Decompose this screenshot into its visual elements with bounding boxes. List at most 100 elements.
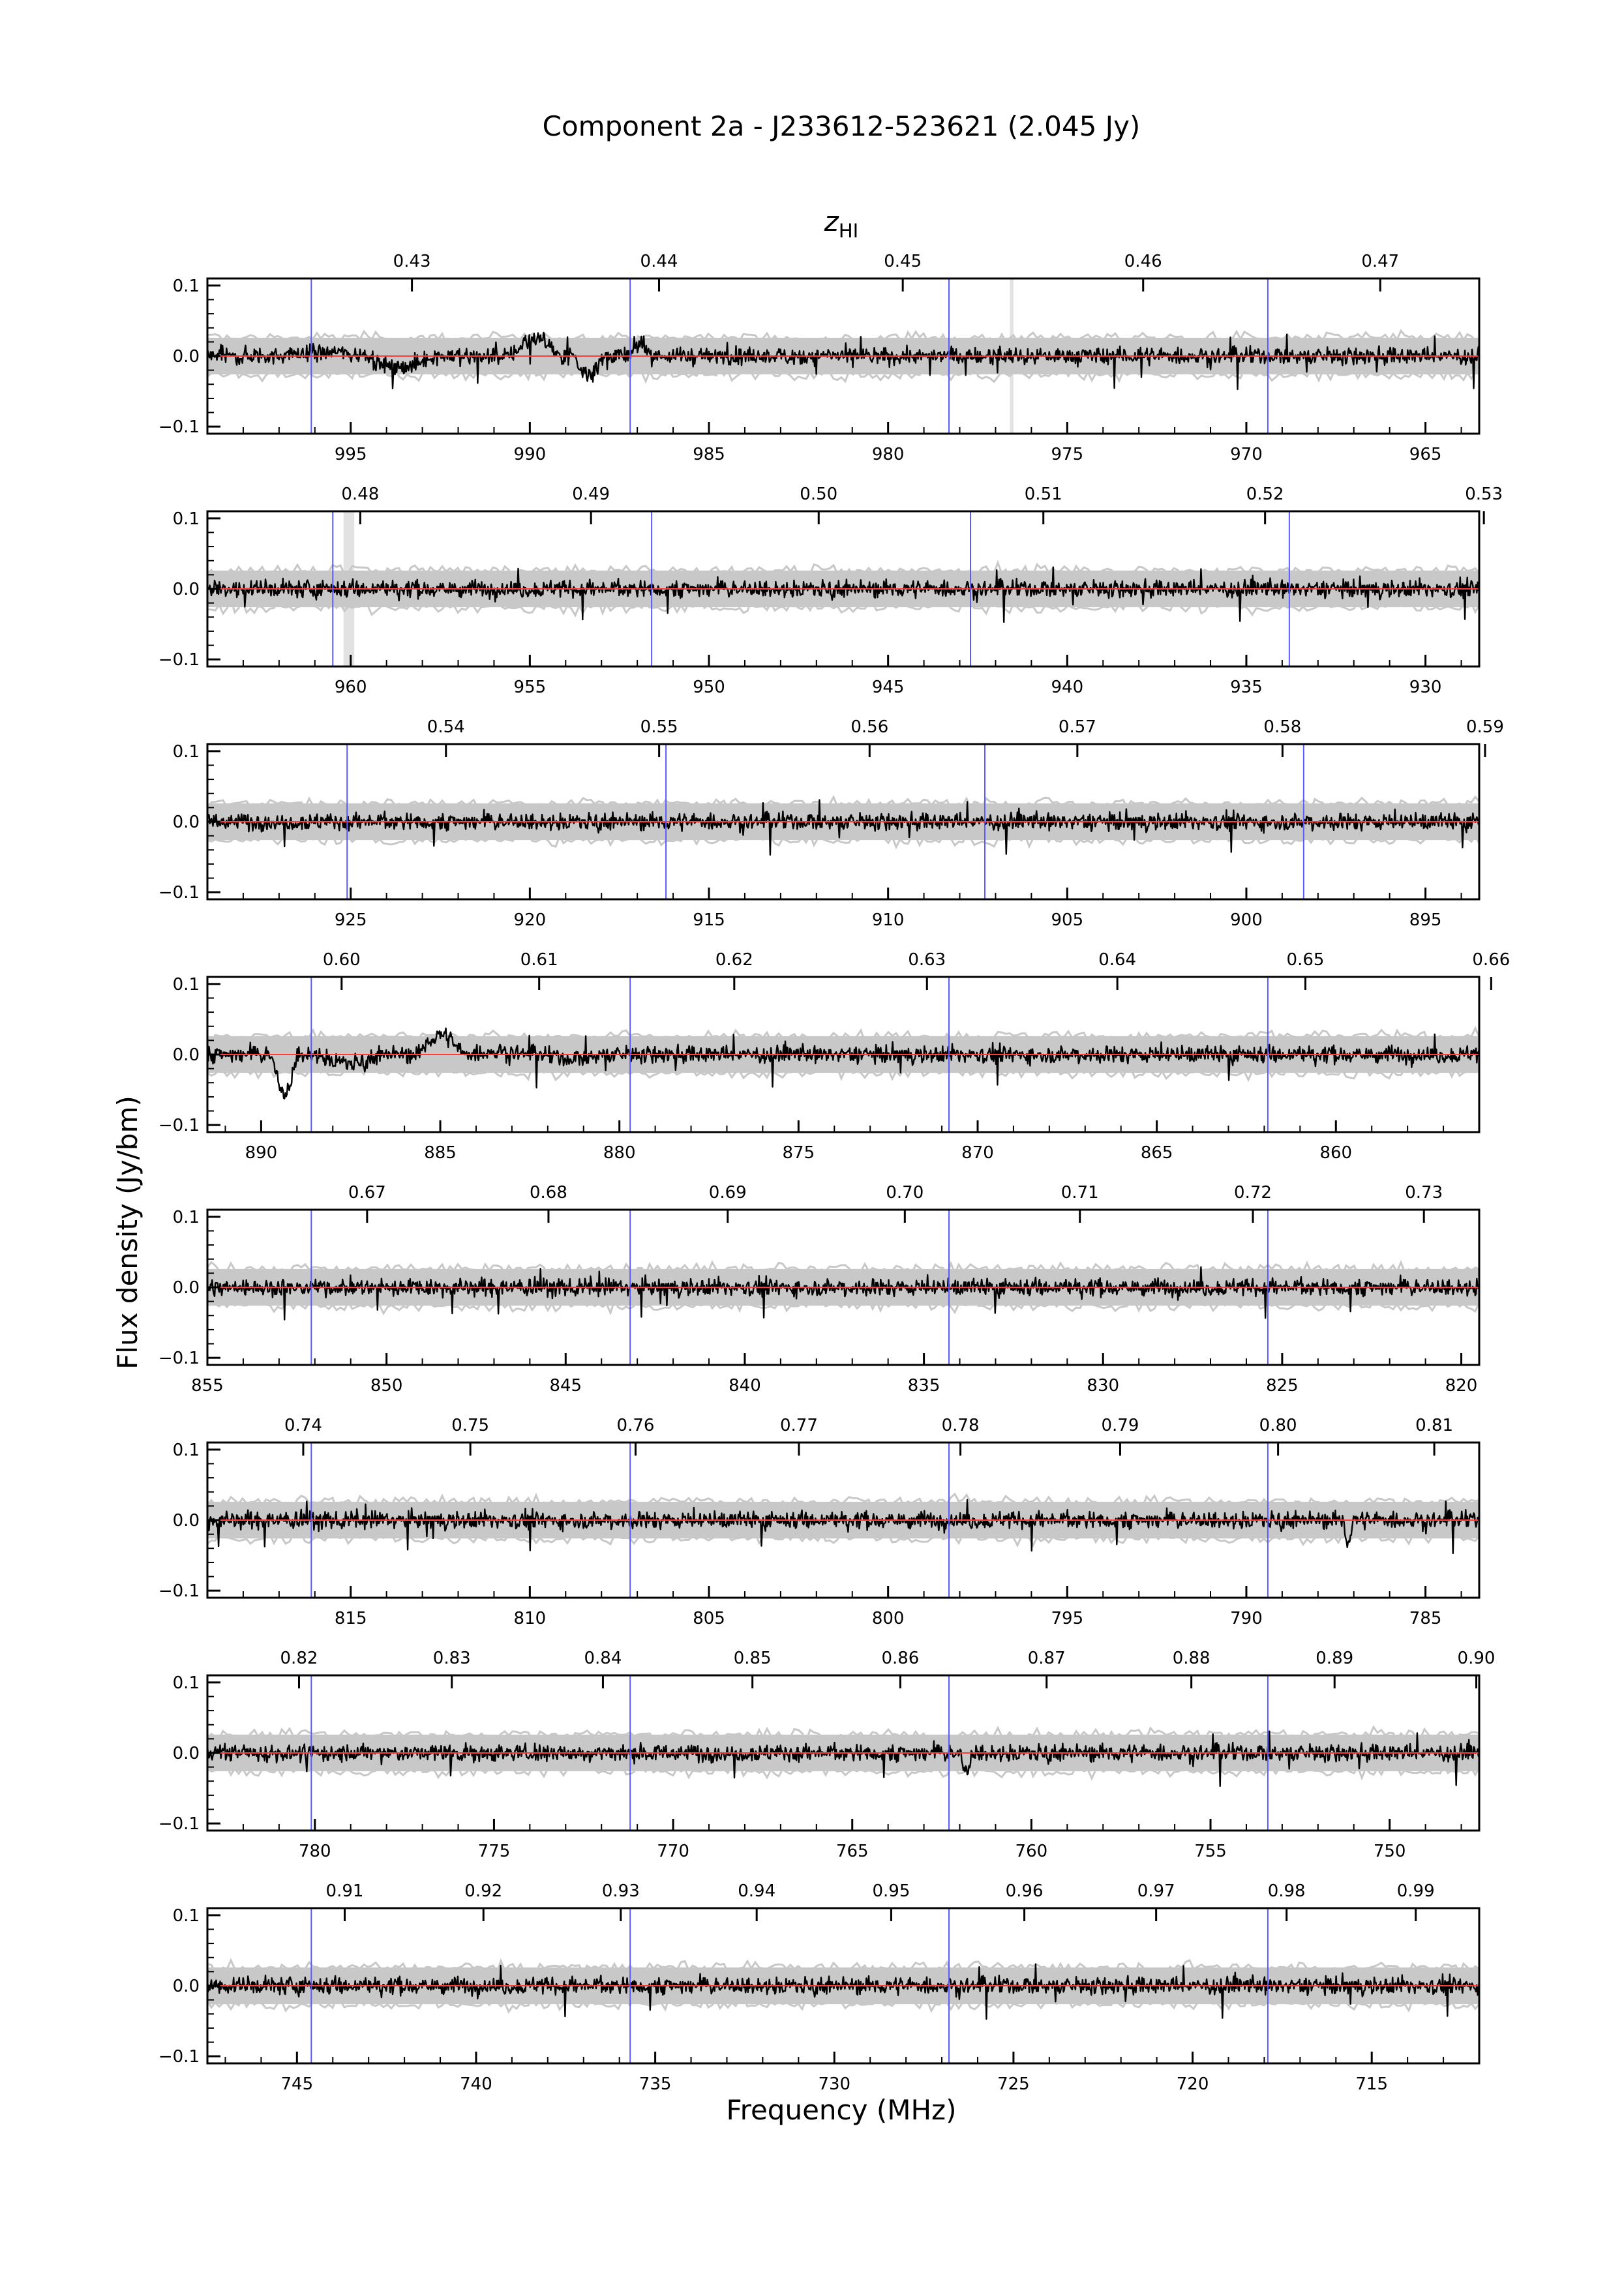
y-tick-label: 0.0 [173,1744,200,1763]
x-tick-label-855: 855 [191,1376,224,1396]
z-tick-label-0.94: 0.94 [738,1881,775,1901]
x-tick-label-970: 970 [1230,445,1263,464]
x-tick-label-910: 910 [872,910,905,930]
redshift-axis-main: z [824,205,839,237]
z-tick-label-0.96: 0.96 [1006,1881,1044,1901]
noise-band-upper-edge [206,794,1481,814]
redshift-axis-sub: HI [839,220,858,242]
x-tick-label-735: 735 [639,2074,672,2094]
y-tick-label: −0.1 [158,1581,200,1601]
z-tick-label-0.49: 0.49 [572,485,610,504]
spectrum-line [206,799,1481,856]
x-tick-label-800: 800 [872,1609,905,1628]
y-tick-label: 0.1 [173,1673,200,1693]
x-tick-label-720: 720 [1177,2074,1209,2094]
x-tick-label-925: 925 [335,910,367,930]
z-tick-label-0.89: 0.89 [1316,1649,1353,1668]
z-tick-label-0.71: 0.71 [1061,1183,1099,1203]
panel-8: 745 740 735 730 725 720 715 0.91 0.92 0.93 0.94 0.9… [158,1881,1481,2094]
z-tick-label-0.87: 0.87 [1028,1649,1066,1668]
z-tick-label-0.50: 0.50 [800,485,837,504]
z-tick-label-0.66: 0.66 [1472,950,1510,970]
x-tick-label-955: 955 [514,678,547,697]
z-tick-label-0.67: 0.67 [348,1183,386,1203]
x-tick-label-935: 935 [1230,678,1263,697]
z-tick-label-0.69: 0.69 [709,1183,747,1203]
z-tick-label-0.51: 0.51 [1025,485,1062,504]
x-tick-label-905: 905 [1051,910,1083,930]
x-tick-label-900: 900 [1230,910,1263,930]
z-tick-label-0.43: 0.43 [393,252,431,271]
panel-5: 855 850 845 840 835 830 825 820 0.67 0.68 0.69 0.70… [158,1183,1481,1396]
x-tick-label-715: 715 [1355,2074,1388,2094]
z-tick-label-0.61: 0.61 [520,950,558,970]
x-tick-label-930: 930 [1409,678,1442,697]
y-tick-label: 0.0 [173,1511,200,1531]
x-tick-label-875: 875 [783,1143,815,1163]
x-tick-label-995: 995 [335,445,367,464]
y-tick-label: 0.1 [173,975,200,995]
x-tick-label-975: 975 [1051,445,1083,464]
x-tick-label-745: 745 [281,2074,314,2094]
noise-band-lower-edge [207,597,1481,618]
x-tick-label-915: 915 [693,910,725,930]
x-tick-label-920: 920 [514,910,547,930]
x-tick-label-760: 760 [1015,1842,1048,1861]
y-tick-label: 0.1 [173,1906,200,1926]
z-tick-label-0.79: 0.79 [1102,1416,1139,1435]
x-tick-label-890: 890 [245,1143,278,1163]
x-tick-label-740: 740 [460,2074,492,2094]
y-tick-label: −0.1 [158,417,200,437]
x-tick-label-980: 980 [872,445,905,464]
y-tick-label: 0.0 [173,1278,200,1298]
x-tick-label-945: 945 [872,678,905,697]
x-tick-label-790: 790 [1230,1609,1263,1628]
y-tick-label: 0.1 [173,1208,200,1227]
z-tick-label-0.88: 0.88 [1173,1649,1210,1668]
z-tick-label-0.80: 0.80 [1259,1416,1297,1435]
x-tick-label-825: 825 [1266,1376,1299,1396]
x-tick-label-885: 885 [424,1143,457,1163]
z-tick-label-0.92: 0.92 [464,1881,502,1901]
panel-1: 995 990 985 980 975 970 965 0.43 0.44 0.45 0.46 0.4… [158,252,1481,464]
z-tick-label-0.73: 0.73 [1405,1183,1443,1203]
z-tick-label-0.74: 0.74 [284,1416,322,1435]
x-tick-label-805: 805 [693,1609,725,1628]
y-tick-label: 0.1 [173,742,200,762]
z-tick-label-0.62: 0.62 [715,950,753,970]
x-tick-label-775: 775 [478,1842,511,1861]
z-tick-label-0.53: 0.53 [1465,485,1503,504]
y-tick-label: −0.1 [158,2047,200,2067]
x-tick-label-870: 870 [961,1143,994,1163]
z-tick-label-0.82: 0.82 [280,1649,318,1668]
y-tick-label: 0.1 [173,277,200,296]
x-tick-label-755: 755 [1194,1842,1227,1861]
x-tick-label-850: 850 [370,1376,403,1396]
figure-title: Component 2a - J233612-523621 (2.045 Jy) [543,110,1141,142]
z-tick-label-0.59: 0.59 [1466,717,1504,737]
y-tick-label: −0.1 [158,883,200,903]
x-tick-label-990: 990 [514,445,547,464]
z-tick-label-0.77: 0.77 [780,1416,818,1435]
z-tick-label-0.98: 0.98 [1268,1881,1306,1901]
z-tick-label-0.58: 0.58 [1263,717,1301,737]
z-tick-label-0.55: 0.55 [640,717,678,737]
x-tick-label-895: 895 [1409,910,1442,930]
z-tick-label-0.84: 0.84 [584,1649,622,1668]
x-tick-label-795: 795 [1051,1609,1083,1628]
z-tick-label-0.65: 0.65 [1287,950,1325,970]
z-tick-label-0.91: 0.91 [326,1881,364,1901]
y-axis-label: Flux density (Jy/bm) [112,1096,143,1369]
z-tick-label-0.70: 0.70 [886,1183,924,1203]
x-tick-label-770: 770 [657,1842,689,1861]
y-tick-label: 0.0 [173,813,200,832]
z-tick-label-0.63: 0.63 [908,950,946,970]
redshift-axis-label: zHI [824,205,858,242]
x-tick-label-845: 845 [549,1376,582,1396]
panel-3: 925 920 915 910 905 900 895 0.54 0.55 0.56 0.57 0.5… [158,717,1504,930]
panel-7: 780 775 770 765 760 755 750 0.82 0.83 0.84 0.85 0.8… [158,1649,1496,1861]
z-tick-label-0.75: 0.75 [451,1416,489,1435]
z-tick-label-0.99: 0.99 [1397,1881,1435,1901]
y-tick-label: 0.0 [173,1045,200,1065]
